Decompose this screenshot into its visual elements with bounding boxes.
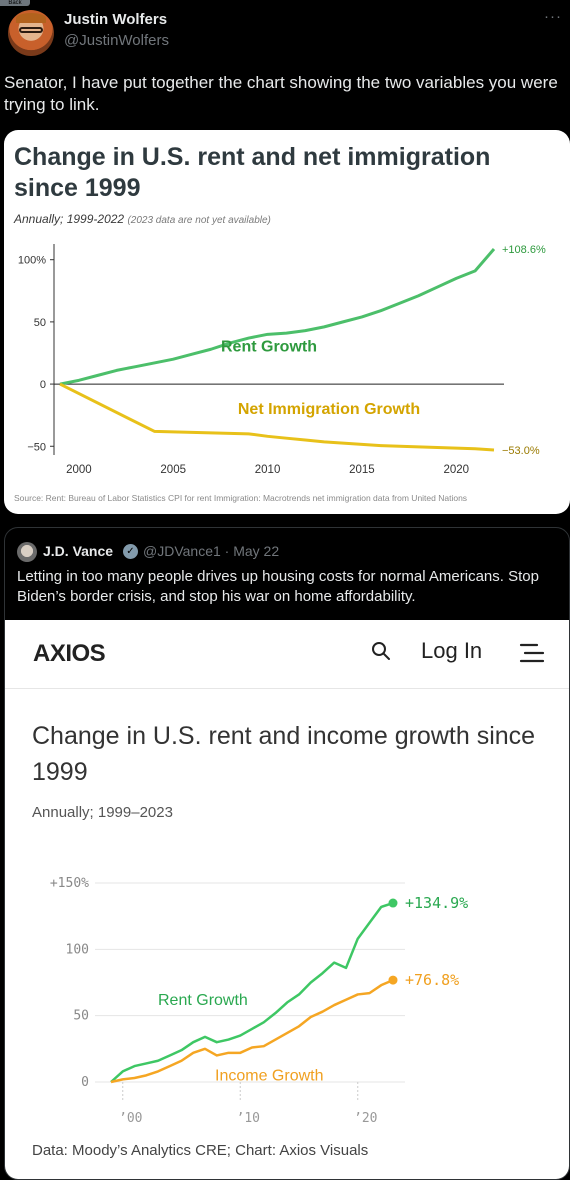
login-link: Log In [421,638,483,663]
rent-income-chart: +150% 100 50 0 ’00 ’10 ’20 +134.9% +76.8% Rent Gr… [50,876,468,1126]
x-tick-label: 2020 [443,464,469,476]
x-tick-label: 2005 [160,464,186,476]
axios-chart-title: Change in U.S. rent and income growth si… [32,722,536,786]
avatar[interactable] [8,10,54,56]
y-tick-label: 100 [66,942,89,957]
back-tag[interactable]: Back [0,0,30,6]
y-tick-label: 0 [40,379,46,391]
series-end-label: +108.6% [502,244,546,256]
series-end-label: +134.9% [405,894,468,912]
check-badge-icon: ✓ [123,544,138,559]
x-tick-label: 2015 [349,464,375,476]
author-name[interactable]: Justin Wolfers [64,11,168,28]
x-tick-label: 2010 [255,464,281,476]
series-label-rent: Rent Growth [221,339,317,356]
series-line-rent [59,248,496,386]
series-line-rent [110,901,394,1083]
series-end-dot [388,898,398,908]
avatar-glasses [19,27,43,33]
y-tick-label: 100% [18,255,46,267]
y-tick-label: 50 [34,317,46,329]
quoted-author-meta[interactable]: @JDVance1 · May 22 [143,543,280,559]
x-tick-label: ’20 [354,1111,377,1126]
quoted-tweet[interactable]: J.D. Vance ✓ @JDVance1 · May 22 Letting … [4,527,570,1180]
y-tick-label: 50 [73,1009,89,1024]
chart-subtitle-main: Annually; 1999-2022 [14,212,125,226]
axios-chart-source: Data: Moody’s Analytics CRE; Chart: Axio… [32,1142,369,1159]
more-options-icon[interactable]: ··· [544,8,562,25]
y-tick-label: −50 [27,441,46,453]
rent-immigration-chart-card[interactable]: Change in U.S. rent and net immigration … [4,130,570,514]
chart-subtitle-note: (2023 data are not yet available) [127,215,271,226]
series-label-rent: Rent Growth [158,992,248,1009]
series-label-immigration: Net Immigration Growth [238,401,420,418]
search-icon [372,642,390,660]
series-line-income [110,978,394,1084]
series-label-income: Income Growth [215,1068,323,1085]
tweet-header: Justin Wolfers @JustinWolfers ··· [0,0,570,66]
divider [5,688,569,689]
menu-icon [519,643,545,663]
chart-title: Change in U.S. rent and net immigration … [14,143,491,202]
axios-screenshot: AXIOS Log In Change in U.S. rent and inc… [5,620,569,1179]
axios-chart-subtitle: Annually; 1999–2023 [32,804,173,821]
x-tick-label: ’10 [237,1111,260,1126]
axios-logo: AXIOS [33,640,106,667]
quoted-text: Letting in too many people drives up hou… [17,568,539,605]
quoted-author-name[interactable]: J.D. Vance [43,543,114,559]
tweet-text: Senator, I have put together the chart s… [4,73,558,114]
quoted-avatar[interactable] [17,542,37,562]
chart-source: Source: Rent: Bureau of Labor Statistics… [14,493,468,503]
series-end-label: +76.8% [405,971,459,989]
avatar-hair [16,13,46,23]
x-tick-label: 2000 [66,464,92,476]
author-handle[interactable]: @JustinWolfers [64,32,169,49]
rent-immigration-chart: 100% 50 0 −50 2000 2005 2010 2015 2020 +108.6% −53… [18,244,546,476]
series-end-dot [388,975,398,985]
series-line-immigration [59,382,495,452]
y-tick-label: +150% [50,876,89,891]
y-tick-label: 0 [81,1075,89,1090]
series-end-label: −53.0% [502,445,540,457]
x-tick-label: ’00 [119,1111,142,1126]
chart-subtitle: Annually; 1999-2022 (2023 data are not y… [14,212,271,226]
